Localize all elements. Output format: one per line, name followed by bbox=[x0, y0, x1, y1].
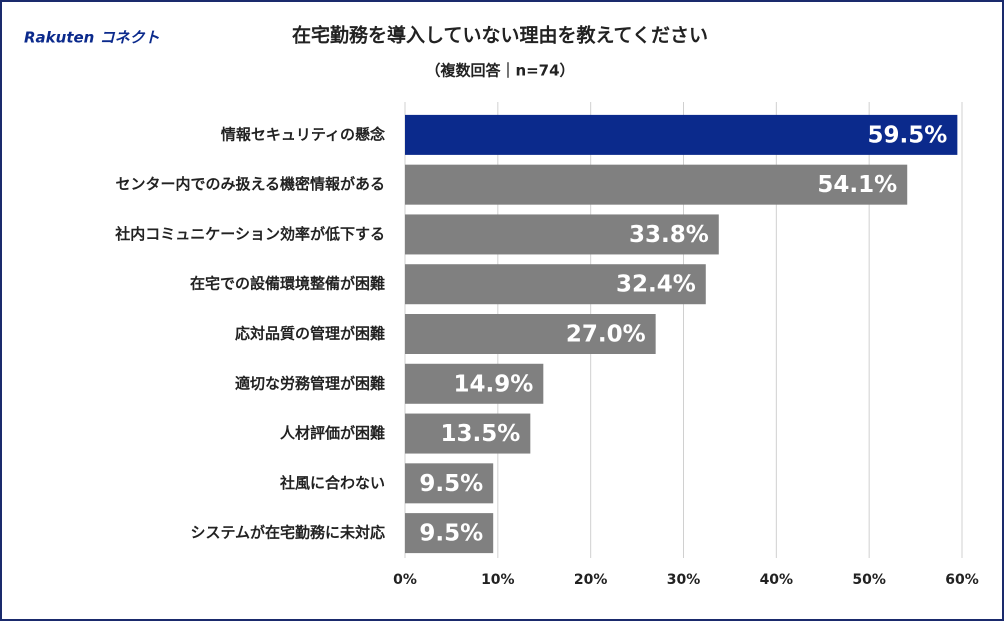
x-tick-label: 30% bbox=[667, 572, 701, 588]
data-label: 27.0% bbox=[566, 322, 646, 348]
bar bbox=[405, 164, 908, 205]
y-tick-label: 社風に合わない bbox=[279, 474, 385, 492]
data-label: 9.5% bbox=[419, 471, 483, 497]
bar bbox=[405, 363, 544, 404]
y-tick-label: 人材評価が困難 bbox=[280, 424, 385, 442]
x-tick-label: 10% bbox=[481, 572, 515, 588]
y-tick-label: 在宅での設備環境整備が困難 bbox=[190, 275, 385, 293]
data-label: 14.9% bbox=[454, 371, 534, 397]
y-tick-label: 情報セキュリティの懸念 bbox=[221, 125, 385, 143]
bar bbox=[405, 513, 494, 554]
x-tick-label: 60% bbox=[945, 572, 979, 588]
y-tick-label: 適切な労務管理が困難 bbox=[235, 374, 385, 392]
data-label: 9.5% bbox=[419, 521, 483, 547]
y-tick-label: 社内コミュニケーション効率が低下する bbox=[114, 225, 385, 243]
bar bbox=[405, 463, 494, 504]
bar bbox=[405, 413, 531, 454]
y-tick-label: 応対品質の管理が困難 bbox=[235, 325, 385, 343]
data-label: 13.5% bbox=[441, 421, 521, 447]
bar bbox=[405, 214, 719, 255]
x-tick-label: 20% bbox=[574, 572, 608, 588]
y-tick-label: システムが在宅勤務に未対応 bbox=[190, 524, 385, 542]
data-label: 33.8% bbox=[629, 222, 709, 248]
bar bbox=[405, 314, 656, 354]
x-tick-label: 0% bbox=[393, 572, 417, 588]
data-label: 32.4% bbox=[616, 272, 696, 298]
y-tick-label: センター内でのみ扱える機密情報がある bbox=[115, 175, 385, 193]
x-tick-label: 50% bbox=[852, 572, 886, 588]
x-tick-label: 40% bbox=[760, 572, 794, 588]
chart-subtitle: （複数回答｜n=74） bbox=[425, 62, 574, 80]
bar bbox=[405, 114, 958, 155]
bar bbox=[405, 264, 706, 305]
data-label: 54.1% bbox=[817, 172, 897, 198]
data-label: 59.5% bbox=[868, 122, 948, 148]
chart-title: 在宅勤務を導入していない理由を教えてください bbox=[292, 24, 708, 47]
logo: Rakuten コネクト bbox=[24, 29, 160, 47]
